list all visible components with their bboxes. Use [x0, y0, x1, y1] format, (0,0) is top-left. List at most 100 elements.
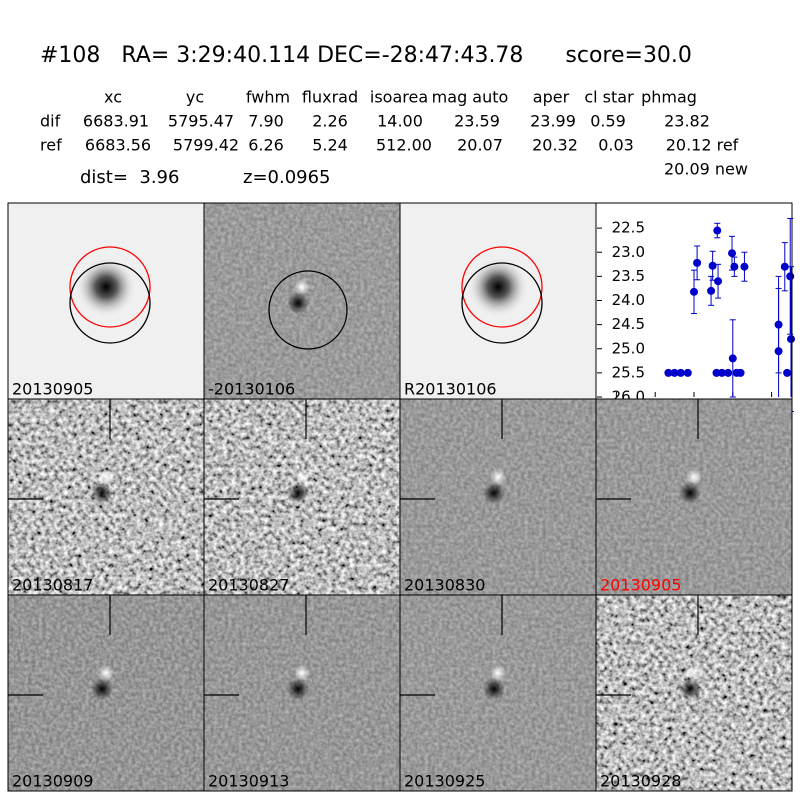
panel: 20130928: [595, 594, 793, 792]
dipole-white: [490, 665, 506, 681]
panel: -20130106: [203, 202, 401, 400]
dipole-white: [294, 469, 310, 485]
title: #108 RA= 3:29:40.114 DEC=-28:47:43.78 sc…: [40, 43, 692, 68]
panels: 20130905 -20130106 R20130106 22.5 23.0 23.5 24…: [7, 202, 795, 792]
cell: 5795.47: [168, 112, 234, 131]
column-header: fwhm: [246, 88, 290, 107]
cell: 6683.91: [83, 112, 149, 131]
panel: 20130909: [7, 594, 205, 792]
circle-black: [268, 270, 348, 350]
panel-label: 20130905: [12, 380, 93, 399]
dipole-black: [287, 678, 309, 700]
dipole-black: [483, 482, 505, 504]
point: [783, 368, 792, 377]
point: [736, 368, 745, 377]
panel: 20130830: [399, 398, 597, 596]
panel: 22.523.023.524.024.525.025.526.0-100-500…: [595, 202, 795, 422]
dipole-white: [294, 279, 310, 295]
cell: 20.12 ref: [666, 136, 739, 155]
column-header: aper: [533, 88, 570, 107]
column-header: xc: [104, 88, 122, 107]
panel: 20130827: [203, 398, 401, 596]
cell: 20.32: [532, 136, 578, 155]
dist: dist= 3.96: [80, 167, 179, 188]
panel-label: 20130817: [12, 576, 93, 595]
point: [708, 261, 717, 270]
cell: dif: [40, 112, 61, 131]
point: [774, 347, 783, 356]
circle-black: [69, 262, 151, 344]
panel: 20130925: [399, 594, 597, 792]
cell: 20.07: [457, 136, 503, 155]
panel-label: 20130925: [404, 772, 485, 791]
point: [693, 258, 702, 267]
column-header: isoarea: [370, 88, 428, 107]
cell: 0.59: [590, 112, 626, 131]
cell: 23.82: [664, 112, 710, 131]
y-tick-label: 24.0: [612, 291, 645, 309]
panel: R20130106: [399, 202, 597, 400]
panel-frame: [595, 594, 793, 792]
cell: 5.24: [312, 136, 348, 155]
cell: ref: [40, 136, 62, 155]
point: [786, 272, 795, 281]
y-tick-label: 25.0: [612, 339, 645, 357]
point: [740, 262, 749, 271]
panel-label: 20130827: [208, 576, 289, 595]
point: [728, 249, 737, 258]
dipole-white: [490, 469, 506, 485]
extra: 20.09 new: [664, 160, 748, 179]
dipole-white: [98, 665, 114, 681]
dipole-white: [98, 469, 114, 485]
cell: 6683.56: [85, 136, 151, 155]
point: [670, 368, 679, 377]
dipole-black: [679, 678, 701, 700]
point: [787, 335, 795, 344]
point: [707, 286, 716, 295]
panel-label: -20130106: [208, 380, 295, 399]
dipole-black: [287, 292, 309, 314]
dipole-white: [294, 665, 310, 681]
redshift: z=0.0965: [243, 167, 331, 188]
y-tick-label: 23.5: [612, 267, 645, 285]
dipole-black: [679, 482, 701, 504]
point: [717, 368, 726, 377]
dipole-black: [91, 678, 113, 700]
cell: 512.00: [376, 136, 432, 155]
y-tick-label: 24.5: [612, 315, 645, 333]
circle-red: [69, 246, 151, 328]
star: [76, 257, 136, 317]
panel-label: 20130909: [12, 772, 93, 791]
circle-black: [461, 262, 543, 344]
star: [468, 257, 528, 317]
cell: 7.90: [248, 112, 284, 131]
cell: 0.03: [598, 136, 634, 155]
point: [683, 368, 692, 377]
point: [780, 262, 789, 271]
dipole-black: [91, 482, 113, 504]
point: [713, 226, 722, 235]
column-header: phmag: [641, 88, 697, 107]
panel: 20130817: [7, 398, 205, 596]
dipole-white: [686, 469, 702, 485]
column-header: cl star: [584, 88, 634, 107]
y-tick-label: 23.0: [612, 243, 645, 261]
point: [690, 287, 698, 296]
column-header: yc: [186, 88, 204, 107]
panel: 20130905: [595, 398, 793, 596]
point: [724, 368, 733, 377]
column-header: mag auto: [432, 88, 509, 107]
cell: 2.26: [312, 112, 348, 131]
column-header: fluxrad: [302, 88, 358, 107]
dipole-black: [287, 482, 309, 504]
y-tick-label: 25.5: [612, 363, 645, 381]
cell: 5799.42: [173, 136, 239, 155]
point: [730, 262, 739, 271]
panel: 20130905: [7, 202, 205, 400]
cell: 6.26: [248, 136, 284, 155]
panel-label: 20130913: [208, 772, 289, 791]
cell: 14.00: [377, 112, 423, 131]
dipole-black: [483, 678, 505, 700]
